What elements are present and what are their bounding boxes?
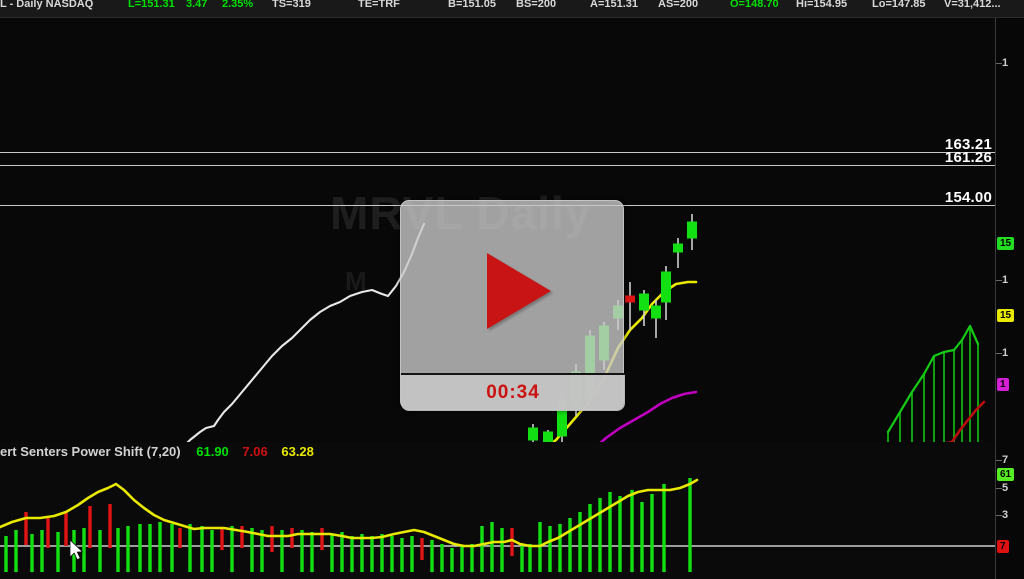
ts-field: TS=319 bbox=[272, 0, 311, 10]
candle-body bbox=[639, 293, 649, 311]
axis-tick-label: 5 bbox=[1002, 482, 1009, 494]
price-level-line bbox=[0, 165, 995, 166]
mouse-cursor-icon bbox=[70, 540, 84, 561]
price-marker-badge[interactable]: 15 bbox=[997, 309, 1015, 322]
axis-tick-label: 7 bbox=[1002, 454, 1009, 466]
indicator-canvas bbox=[0, 478, 995, 572]
candle-body bbox=[625, 295, 635, 303]
video-control-bar[interactable]: 00:34 bbox=[401, 373, 625, 411]
open-price: O=148.70 bbox=[730, 0, 779, 10]
axis-tick bbox=[996, 63, 1002, 64]
price-level-label: 161.26 bbox=[944, 149, 992, 166]
price-change: 3.47 bbox=[186, 0, 208, 10]
play-triangle-icon[interactable] bbox=[487, 253, 551, 329]
indicator-axis[interactable]: 7 5 3 61 7 bbox=[995, 442, 1024, 579]
candlestick bbox=[661, 266, 671, 320]
low-price: Lo=147.85 bbox=[872, 0, 926, 10]
axis-tick bbox=[996, 488, 1002, 489]
ask-size: AS=200 bbox=[658, 0, 699, 10]
indicator-legend: ert Senters Power Shift (7,20) 61.90 7.0… bbox=[0, 442, 600, 462]
indicator-value-yellow: 63.28 bbox=[281, 444, 314, 459]
price-level-line bbox=[0, 152, 995, 153]
candle-body bbox=[673, 243, 683, 253]
symbol-label: L - Daily NASDAQ bbox=[0, 0, 94, 10]
axis-tick-label: 1 bbox=[1002, 347, 1009, 359]
price-marker-badge[interactable]: 1 bbox=[997, 378, 1009, 391]
candlestick bbox=[651, 300, 661, 338]
candlestick bbox=[673, 238, 683, 268]
channel-upper-line bbox=[886, 324, 980, 434]
candle-body bbox=[687, 221, 697, 239]
candlestick bbox=[639, 290, 649, 326]
quote-status-bar: L - Daily NASDAQ L=151.31 3.47 2.35% TS=… bbox=[0, 0, 1024, 18]
indicator-name: ert Senters Power Shift (7,20) bbox=[0, 444, 181, 459]
price-level-label: 154.00 bbox=[944, 189, 992, 206]
axis-tick-label: 1 bbox=[1002, 274, 1009, 286]
candlestick bbox=[687, 214, 697, 250]
price-marker-badge[interactable]: 15 bbox=[997, 237, 1015, 250]
axis-tick-label: 1 bbox=[1002, 57, 1009, 69]
price-history-line bbox=[186, 222, 426, 442]
indicator-marker-badge[interactable]: 61 bbox=[997, 468, 1015, 481]
video-timer: 00:34 bbox=[486, 382, 540, 403]
bid-size: BS=200 bbox=[516, 0, 557, 10]
price-axis[interactable]: 1 1 1 15 15 1 bbox=[995, 18, 1024, 442]
high-price: Hi=154.95 bbox=[796, 0, 848, 10]
axis-tick bbox=[996, 280, 1002, 281]
indicator-signal-line bbox=[0, 478, 699, 548]
candlestick bbox=[625, 282, 635, 330]
candle-body bbox=[661, 271, 671, 303]
axis-tick bbox=[996, 515, 1002, 516]
channel-ribbon bbox=[886, 324, 986, 442]
video-screen[interactable] bbox=[401, 201, 625, 373]
candle-body bbox=[651, 305, 661, 319]
axis-tick bbox=[996, 460, 1002, 461]
indicator-marker-badge[interactable]: 7 bbox=[997, 540, 1009, 553]
indicator-value-red: 7.06 bbox=[242, 444, 268, 459]
price-level-label: 163.21 bbox=[944, 136, 992, 153]
candle-body bbox=[543, 431, 553, 442]
ask-price: A=151.31 bbox=[590, 0, 639, 10]
candle-body bbox=[528, 427, 538, 441]
indicator-value-green: 61.90 bbox=[196, 444, 229, 459]
axis-tick bbox=[996, 353, 1002, 354]
channel-lower-line bbox=[945, 400, 986, 442]
candlestick bbox=[528, 424, 538, 442]
te-field: TE=TRF bbox=[358, 0, 400, 10]
power-shift-indicator-pane[interactable] bbox=[0, 442, 995, 579]
video-player-overlay[interactable]: 00:34 bbox=[400, 200, 625, 411]
price-change-pct: 2.35% bbox=[222, 0, 254, 10]
candlestick bbox=[543, 430, 553, 442]
moving-average-magenta bbox=[599, 390, 698, 442]
axis-tick-label: 3 bbox=[1002, 509, 1009, 521]
last-price: L=151.31 bbox=[128, 0, 175, 10]
volume-field: V=31,412... bbox=[944, 0, 1001, 10]
bid-price: B=151.05 bbox=[448, 0, 497, 10]
